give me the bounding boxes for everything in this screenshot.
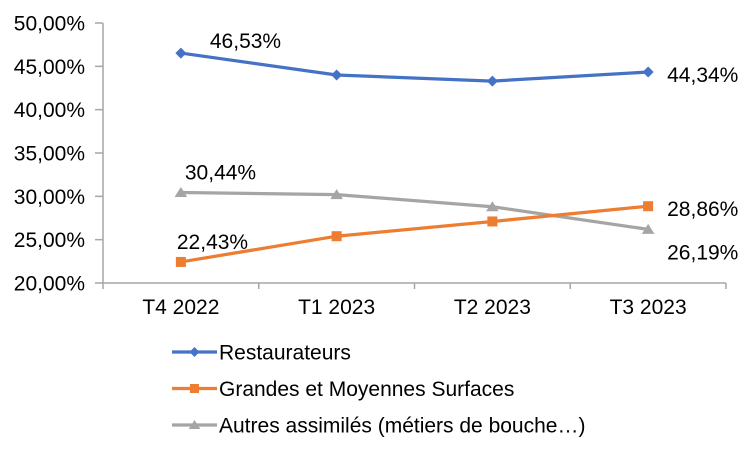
data-point-marker	[175, 256, 186, 267]
data-point-marker	[486, 75, 498, 87]
data-label: 26,19%	[667, 241, 738, 264]
legend-square-marker-icon	[190, 384, 199, 393]
y-axis-tick-label: 50,00%	[14, 13, 85, 36]
data-point-marker	[641, 223, 655, 234]
y-axis-tick-label: 40,00%	[14, 99, 85, 122]
data-label: 46,53%	[210, 30, 281, 53]
y-axis-tick-label: 35,00%	[14, 143, 85, 166]
legend-diamond-marker-icon	[189, 347, 200, 357]
data-point-marker	[330, 189, 343, 200]
y-axis-tick-label: 20,00%	[14, 273, 85, 296]
data-label: 22,43%	[177, 231, 248, 254]
x-axis-tick-label: T1 2023	[298, 296, 375, 319]
y-axis-tick-label: 25,00%	[14, 229, 85, 252]
y-axis-tick-label: 45,00%	[14, 56, 85, 79]
legend-triangle-marker-icon	[188, 420, 201, 429]
data-label: 30,44%	[185, 162, 256, 185]
data-point-marker	[331, 69, 343, 81]
data-point-marker	[643, 201, 654, 212]
series-line-0	[179, 51, 650, 83]
data-point-marker	[487, 216, 498, 227]
series-line-1	[179, 204, 650, 264]
legend-label: Autres assimilés (métiers de bouche…)	[219, 415, 585, 438]
x-axis-tick-label: T4 2022	[142, 296, 219, 319]
data-point-marker	[174, 187, 188, 198]
x-axis-tick-label: T2 2023	[454, 296, 531, 319]
y-axis-tick-label: 30,00%	[14, 186, 85, 209]
data-point-marker	[331, 231, 342, 242]
series-line-2	[179, 190, 650, 231]
data-point-marker	[642, 66, 654, 78]
data-point-marker	[175, 47, 187, 59]
x-axis-tick-label: T3 2023	[610, 296, 687, 319]
data-point-marker	[486, 201, 499, 212]
data-label: 44,34%	[667, 64, 738, 87]
data-label: 28,86%	[667, 198, 738, 221]
legend-label: Restaurateurs	[219, 342, 351, 365]
legend-label: Grandes et Moyennes Surfaces	[219, 378, 514, 401]
